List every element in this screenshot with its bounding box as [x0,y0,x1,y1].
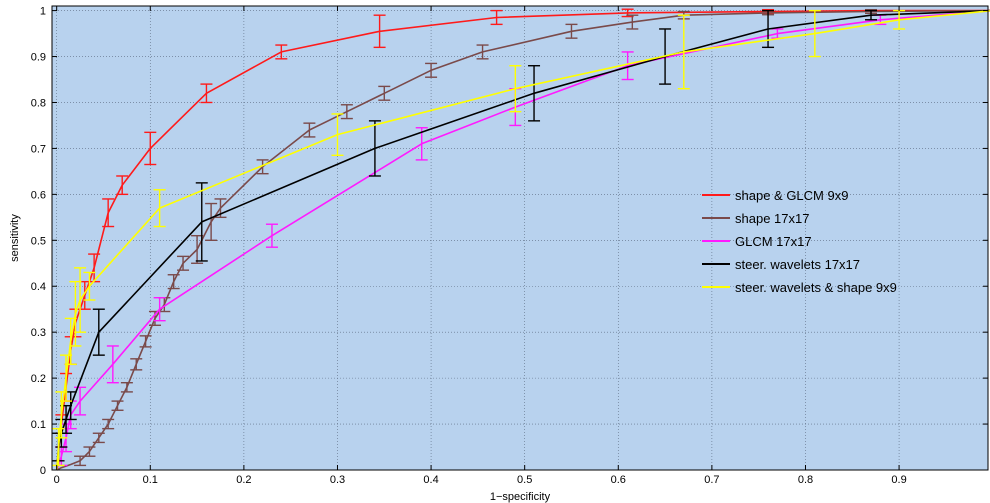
error-bar [167,274,180,290]
error-bar [177,255,190,271]
error-bar [425,62,438,78]
error-bar [565,23,578,39]
y-tick-label: 0.4 [31,281,46,293]
series-4 [52,9,990,471]
error-bar [153,189,166,228]
error-bar [340,104,353,120]
x-tick-label: 0.8 [798,474,813,486]
x-tick-label: 0.6 [611,474,626,486]
legend-label: steer. wavelets & shape 9x9 [735,280,897,295]
y-tick-label: 0.5 [31,235,46,247]
y-tick-label: 0.8 [31,97,46,109]
error-bar [92,308,105,356]
y-tick-label: 0.9 [31,52,46,64]
y-tick-label: 0 [40,465,46,477]
error-bar [256,159,269,175]
error-bar [865,9,877,21]
error-bar [205,202,218,241]
error-bar [83,271,96,301]
error-bar [111,400,124,411]
legend-item-3: steer. wavelets 17x17 [702,257,860,272]
error-bar [139,335,152,348]
x-tick-label: 0.4 [423,474,438,486]
error-bar [102,198,115,228]
series-line [55,10,990,471]
y-tick-label: 0.6 [31,189,46,201]
y-tick-label: 0.1 [31,419,46,431]
error-bar [74,386,87,416]
legend-label: GLCM 17x17 [735,234,812,249]
grid [52,6,988,471]
error-bar [83,446,96,457]
error-bar [621,51,634,81]
x-tick-label: 0.5 [517,474,532,486]
error-bar [120,382,133,393]
series-layer [52,8,990,471]
x-tick-label: 0.3 [330,474,345,486]
series-line [56,9,990,471]
plot-frame [51,5,989,471]
x-tick-label: 0 [54,474,60,486]
error-bar [808,9,821,58]
legend-item-4: steer. wavelets & shape 9x9 [702,280,897,295]
legend-item-2: GLCM 17x17 [702,234,812,249]
error-bar [52,427,65,467]
error-bar [528,65,541,122]
series-1 [56,8,990,471]
y-tick-label: 0.3 [31,327,46,339]
legend-label: steer. wavelets 17x17 [735,257,860,272]
error-bar [509,65,522,113]
axis-ticks: 0 0.1 0.2 0.3 0.4 0.5 0.6 0.7 0.8 0.9 0 0.1 0.2 0.3 0.… [31,6,988,486]
series-line [55,9,990,471]
y-tick-label: 1 [40,6,46,18]
error-bar [144,131,157,166]
error-bar [106,345,119,384]
error-bar [373,14,386,49]
legend-label: shape 17x17 [735,211,809,226]
error-bar [626,14,639,30]
plot-background [52,6,988,470]
y-tick-label: 0.7 [31,143,46,155]
error-bar [303,122,316,138]
error-bar [762,9,775,49]
error-bar [275,44,288,60]
error-bar [265,223,278,248]
error-bar [195,182,208,262]
y-tick-label: 0.2 [31,373,46,385]
error-bar [130,358,143,371]
legend-label: shape & GLCM 9x9 [735,188,848,203]
error-bar [102,418,115,430]
error-bar [476,44,489,60]
x-tick-label: 0.9 [891,474,906,486]
x-tick-label: 0.2 [236,474,251,486]
error-bar [153,297,166,322]
error-bar [74,267,87,333]
x-tick-label: 0.1 [143,474,158,486]
error-bar [368,120,381,177]
error-bar [92,432,105,444]
error-bar [116,175,129,196]
legend: shape & GLCM 9x9 shape 17x17 GLCM 17x17 ste… [702,188,897,295]
legend-item-1: shape 17x17 [702,211,809,226]
y-axis-label: sensitivity [9,214,21,262]
x-axis-label: 1−specificity [490,491,551,503]
error-bar [677,14,690,90]
error-bar [331,113,344,157]
error-bar [200,83,213,104]
x-tick-label: 0.7 [704,474,719,486]
error-bar [378,85,391,101]
error-bar [490,9,503,26]
legend-item-0: shape & GLCM 9x9 [702,188,848,203]
error-bar [415,127,428,161]
